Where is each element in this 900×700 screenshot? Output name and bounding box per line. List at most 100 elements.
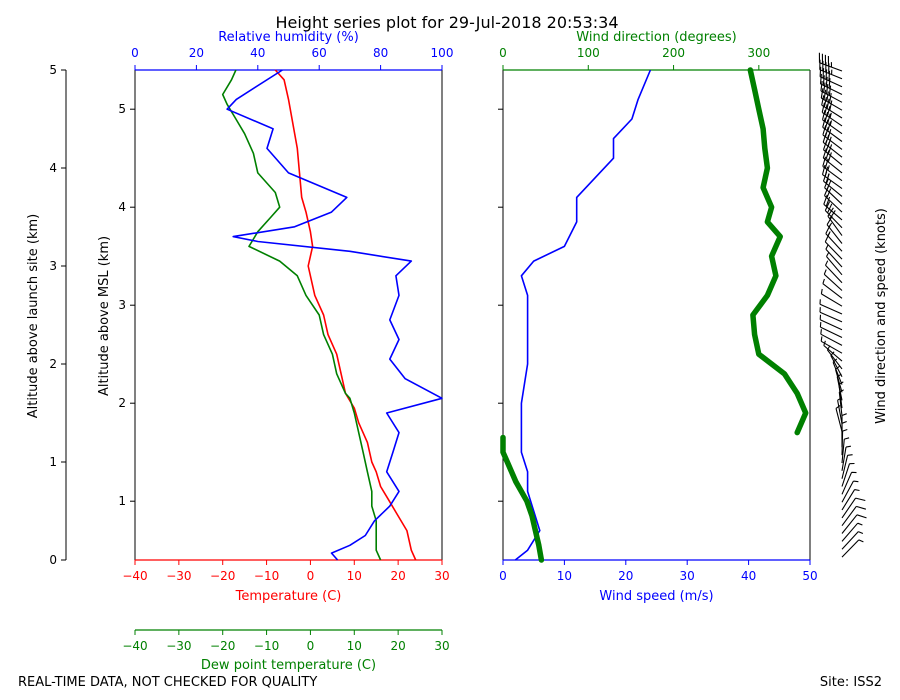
- temperature-tick-label: 10: [347, 569, 362, 583]
- wind-barb: [819, 66, 843, 88]
- wind-direction-tick-label: 0: [499, 46, 507, 60]
- wind-barb: [819, 73, 843, 95]
- wind-barb: [821, 102, 843, 127]
- dewpoint-tick-label: 30: [434, 639, 449, 653]
- wind-barb: [820, 288, 843, 307]
- site-altitude-tick-label: 5: [49, 63, 57, 77]
- wind-barb: [820, 81, 843, 103]
- wind-barb: [841, 497, 866, 519]
- wind-barb: [841, 445, 851, 471]
- site-altitude-axis-label: Altitude above launch site (km): [26, 214, 41, 418]
- wind-barb: [835, 405, 843, 432]
- wind-barb: [821, 164, 843, 190]
- rh-tick-label: 20: [189, 46, 204, 60]
- wind-barb: [821, 95, 843, 119]
- wind-barb: [826, 251, 843, 276]
- temperature-tick-label: −30: [166, 569, 191, 583]
- wind-barb: [825, 244, 843, 268]
- wind-barb: [823, 194, 843, 221]
- wind-barbs: [818, 52, 867, 558]
- msl-altitude-tick-label: 3: [118, 298, 126, 312]
- wind-barb: [823, 269, 843, 291]
- wind-barbs-axis-label: Wind direction and speed (knots): [874, 208, 889, 424]
- site-altitude-tick-label: 1: [49, 455, 57, 469]
- wind-barb: [841, 539, 864, 558]
- rh-tick-label: 100: [431, 46, 454, 60]
- msl-altitude-tick-label: 2: [118, 396, 126, 410]
- wind-barb: [819, 59, 843, 80]
- wind-barb: [841, 489, 860, 511]
- dewpoint-tick-label: −10: [254, 639, 279, 653]
- msl-altitude-tick-label: 1: [118, 494, 126, 508]
- temperature-axis-label: Temperature (C): [235, 589, 342, 604]
- wind-speed-axis-label: Wind speed (m/s): [599, 589, 713, 604]
- temperature-tick-label: −20: [210, 569, 235, 583]
- msl-altitude-tick-label: 4: [118, 200, 126, 214]
- series-wdir-line: [500, 434, 545, 563]
- wind-barb: [820, 336, 843, 354]
- dewpoint-tick-label: 0: [307, 639, 315, 653]
- wind-barb: [841, 462, 855, 487]
- site-altitude-tick-label: 3: [49, 259, 57, 273]
- wind-panel: 0 10 20 30 40 50 Wind speed (m/s) 0 100 200 300 Win…: [498, 30, 889, 604]
- wind-speed-tick-label: 50: [802, 569, 817, 583]
- wind-barb: [841, 471, 857, 495]
- wind-barb: [825, 260, 843, 284]
- wind-barb: [841, 514, 867, 534]
- wind-barb: [821, 109, 843, 135]
- series-wdir-line: [747, 67, 809, 436]
- temperature-tick-label: 30: [434, 569, 449, 583]
- wind-barb: [841, 505, 867, 527]
- wind-barb: [822, 117, 843, 142]
- series-t-line: [274, 69, 417, 561]
- wind-barb: [819, 314, 843, 331]
- wind-barb: [820, 88, 843, 111]
- site-altitude-tick-label: 2: [49, 357, 57, 371]
- wind-direction-tick-label: 300: [747, 46, 770, 60]
- rh-tick-label: 60: [312, 46, 327, 60]
- footer-quality-note: REAL-TIME DATA, NOT CHECKED FOR QUALITY: [18, 675, 317, 690]
- wind-barb: [841, 413, 847, 440]
- wind-barb: [841, 480, 859, 503]
- wind-barb: [820, 329, 843, 346]
- wind-barb: [822, 140, 843, 166]
- wind-barb: [819, 299, 843, 315]
- wind-barb: [822, 132, 843, 158]
- wind-barb: [841, 522, 863, 542]
- dewpoint-tick-label: −20: [210, 639, 235, 653]
- wind-barb: [822, 278, 843, 299]
- wind-speed-tick-label: 10: [557, 569, 572, 583]
- wind-barb: [824, 201, 843, 229]
- dewpoint-tick-label: −40: [122, 639, 147, 653]
- temperature-tick-label: 0: [307, 569, 315, 583]
- wind-barb: [818, 52, 843, 72]
- temperature-tick-label: −40: [122, 569, 147, 583]
- wind-barb: [822, 156, 843, 182]
- wind-barb: [822, 148, 843, 174]
- footer-site-label: Site: ISS2: [820, 675, 882, 690]
- rh-tick-label: 0: [131, 46, 139, 60]
- wind-speed-tick-label: 40: [741, 569, 756, 583]
- dewpoint-tick-label: 20: [391, 639, 406, 653]
- wind-barb: [822, 125, 843, 150]
- series-rh-line: [226, 69, 443, 561]
- chart-title: Height series plot for 29-Jul-2018 20:53…: [275, 13, 618, 32]
- rh-axis-label: Relative humidity (%): [218, 30, 359, 45]
- site-altitude-tick-label: 0: [49, 553, 57, 567]
- wind-barb: [841, 437, 850, 464]
- wind-barb: [841, 531, 864, 550]
- msl-altitude-tick-label: 5: [118, 102, 126, 116]
- dewpoint-tick-label: 10: [347, 639, 362, 653]
- rh-tick-label: 80: [373, 46, 388, 60]
- wind-barb: [819, 322, 843, 338]
- dewpoint-axis-label: Dew point temperature (C): [201, 658, 376, 673]
- site-altitude-tick-label: 4: [49, 161, 57, 175]
- wind-speed-tick-label: 0: [499, 569, 507, 583]
- wind-barb: [825, 224, 843, 252]
- series-td-line: [221, 69, 382, 561]
- dewpoint-tick-label: −30: [166, 639, 191, 653]
- wind-direction-tick-label: 200: [662, 46, 685, 60]
- wind-barb: [841, 454, 853, 479]
